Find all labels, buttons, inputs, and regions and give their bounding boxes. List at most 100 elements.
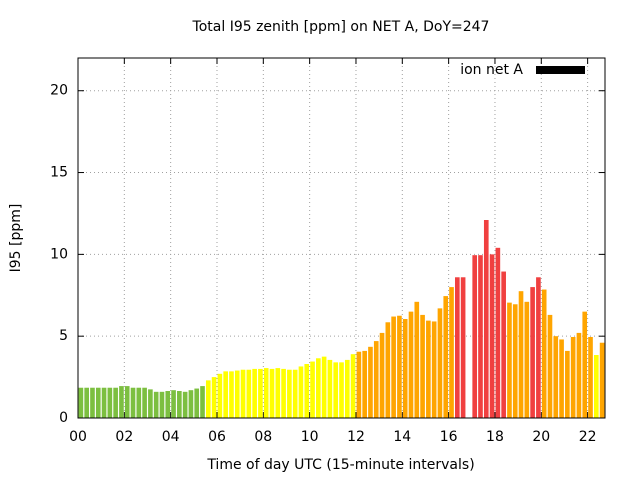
bar [258,368,263,418]
bar [124,386,130,418]
bar [420,314,425,418]
bar [449,287,454,418]
bar [177,391,182,418]
bar [95,387,101,418]
x-tick-label: 10 [301,429,319,445]
x-tick-label: 12 [347,429,365,445]
y-tick-label: 5 [59,328,68,344]
bar [547,314,553,418]
x-tick-label: 18 [486,429,504,445]
bar [397,315,402,418]
y-tick-label: 20 [50,83,68,99]
bar [483,220,489,418]
bar [524,301,530,418]
x-tick-label: 00 [69,429,87,445]
bar [408,311,414,418]
bar [478,255,483,418]
plot-border [77,57,606,419]
y-tick-label: 0 [59,410,68,426]
bar [107,387,113,418]
bar [339,362,344,418]
bar [489,254,495,418]
bar [119,386,124,418]
x-tick-label: 14 [393,429,411,445]
bar [373,341,379,418]
x-tick-label: 20 [532,429,550,445]
bar [582,311,588,418]
bar [426,320,431,418]
bar [269,368,275,418]
bar [188,390,194,418]
bar [136,387,142,418]
bar [588,337,593,418]
bar [223,371,228,418]
bar [431,321,437,418]
bar [507,302,512,418]
bar [518,291,524,418]
bar [368,346,373,418]
bar [171,390,176,418]
bar [402,319,408,418]
bar [263,368,269,418]
bar [455,277,460,418]
bar [472,255,478,418]
bar [443,296,449,418]
x-tick-label: 16 [440,429,458,445]
bar [356,351,362,418]
bar [310,361,315,418]
bar [530,287,535,418]
bar [316,358,321,418]
bar [321,356,327,418]
y-axis-label: I95 [ppm] [8,204,24,273]
chart-title: Total I95 zenith [ppm] on NET A, DoY=247 [192,19,490,35]
bar [130,387,136,418]
bar [101,387,107,418]
x-tick-label: 04 [162,429,180,445]
x-tick-label: 02 [115,429,133,445]
bar [460,277,466,418]
bar [414,301,420,418]
bar [536,277,541,418]
bar [599,342,605,418]
bar [576,332,582,418]
bar [495,247,501,418]
bar [344,359,350,418]
bar [298,366,304,418]
bar [205,380,211,418]
bar [229,371,234,418]
bar [362,350,367,418]
bar [292,369,298,418]
bar [501,271,506,418]
bar [159,391,165,418]
x-tick-label: 22 [579,429,597,445]
x-tick-label: 06 [208,429,226,445]
bar [512,304,518,418]
bar [379,332,385,418]
y-tick-label: 15 [50,165,68,181]
bar [437,308,443,418]
bar [200,386,205,418]
bar [559,339,564,418]
bar [153,391,159,418]
bar [182,391,188,418]
bar [240,369,246,418]
bar [275,368,281,418]
bar [148,389,153,418]
bar [570,337,576,418]
x-axis-label: Time of day UTC (15-minute intervals) [206,457,474,473]
bar [113,387,118,418]
bar [385,322,391,418]
bar [165,391,171,418]
legend-label: ion net A [460,62,523,78]
bar [246,369,252,418]
bar [333,362,339,418]
x-tick-label: 08 [254,429,272,445]
bar [84,387,90,418]
bar [327,359,333,418]
bar [78,387,84,418]
legend-swatch [536,66,585,74]
bar [194,388,200,418]
bar [211,377,217,418]
bar [234,370,240,418]
